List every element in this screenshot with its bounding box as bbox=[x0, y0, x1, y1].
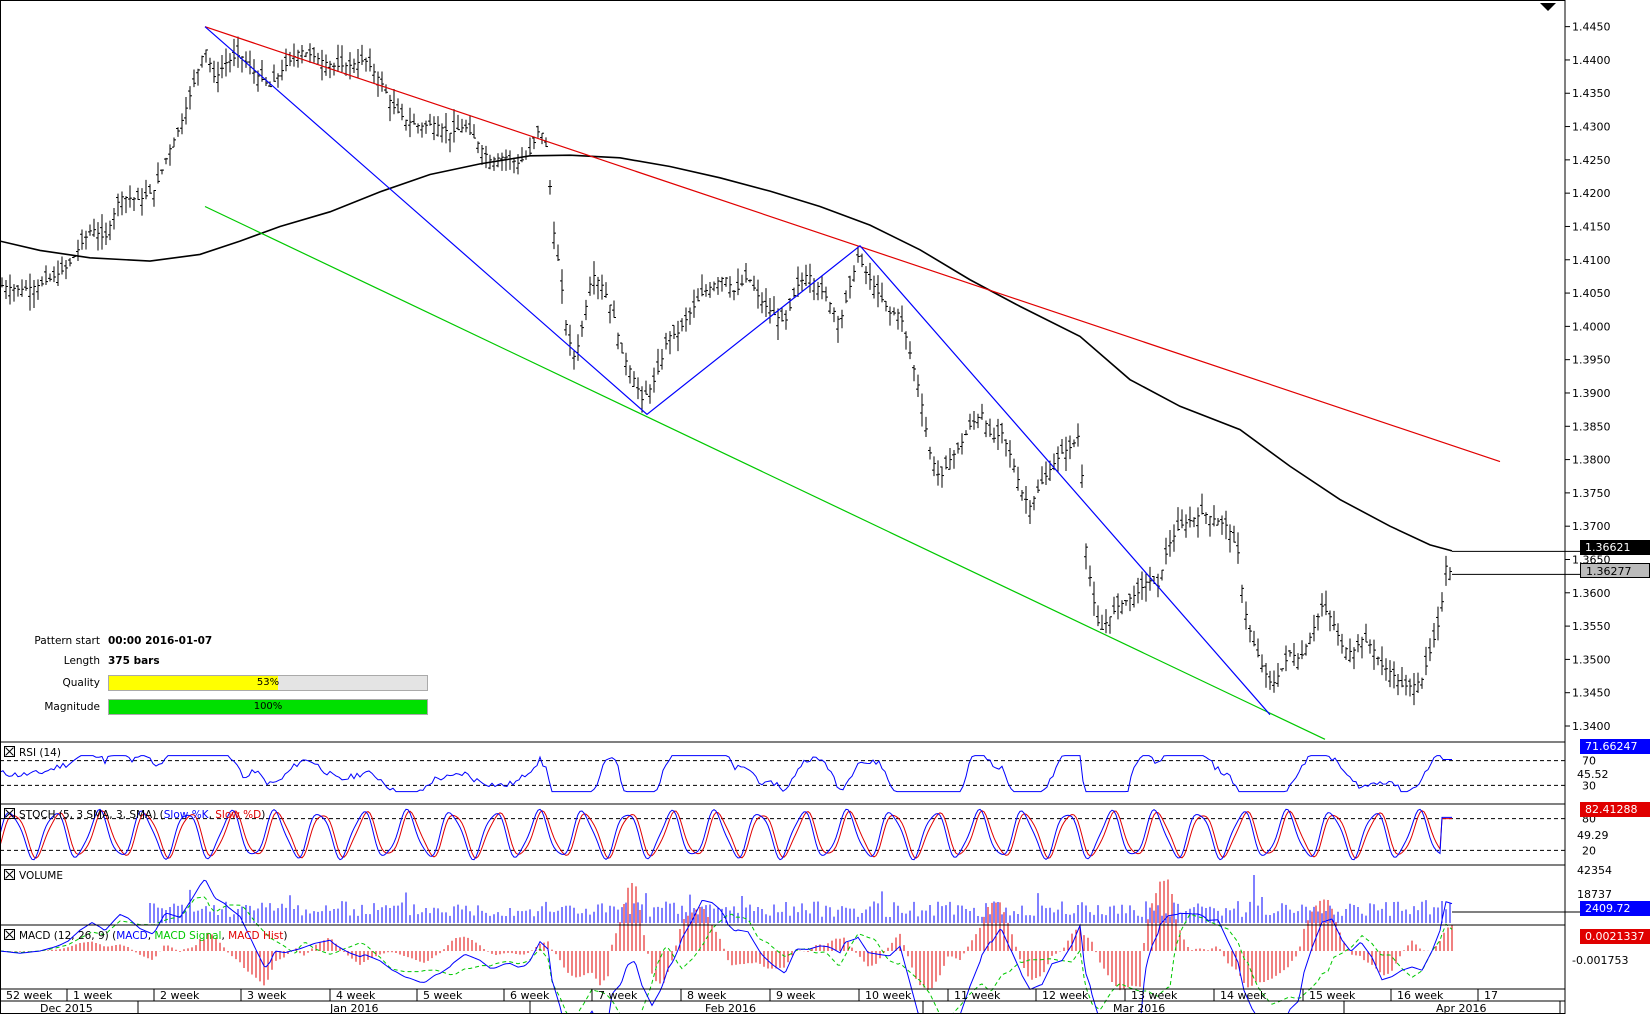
magnitude-label: Magnitude bbox=[44, 701, 100, 713]
quality-label: Quality bbox=[62, 677, 100, 689]
month-label: Apr 2016 bbox=[1436, 1002, 1487, 1014]
trend-line bbox=[204, 205, 1326, 740]
stoch-level-label: 20 bbox=[1582, 844, 1596, 857]
rsi-value-tag: 71.66247 bbox=[1580, 739, 1650, 754]
week-label: 6 week bbox=[510, 989, 550, 1002]
macd-label: MACD (12, 26, 9) (MACD, MACD Signal, MAC… bbox=[4, 929, 287, 943]
month-label: Dec 2015 bbox=[40, 1002, 93, 1014]
pattern-length-value: 375 bars bbox=[108, 655, 160, 667]
price-tick-label: 1.3800 bbox=[1572, 454, 1611, 467]
volume-tick-label: 18737 bbox=[1577, 888, 1612, 901]
pattern-start-value: 00:00 2016-01-07 bbox=[108, 635, 213, 647]
trend-line bbox=[204, 26, 1501, 463]
pattern-zigzag-line bbox=[204, 26, 1271, 716]
pattern-start-label: Pattern start bbox=[34, 635, 100, 647]
axes: 1.4450 1.4400 1.4350 1.4300 1.4250 1.4200 1.41… bbox=[0, 0, 1611, 1014]
volume-tick-label: 42354 bbox=[1577, 864, 1612, 877]
price-tag-close: 1.36277 bbox=[1580, 563, 1650, 578]
quality-bar-fill bbox=[109, 676, 278, 690]
week-label: 3 week bbox=[247, 989, 287, 1002]
rsi-level-label: 70 bbox=[1582, 755, 1596, 768]
week-label: 15 week bbox=[1309, 989, 1356, 1002]
close-icon[interactable] bbox=[4, 929, 15, 940]
stoch-k-line bbox=[0, 808, 1452, 861]
price-tick-label: 1.3450 bbox=[1572, 687, 1611, 700]
price-tick-label: 1.4250 bbox=[1572, 154, 1611, 167]
pattern-info: Pattern start 00:00 2016-01-07 Length 37… bbox=[0, 632, 440, 732]
price-tick-label: 1.3750 bbox=[1572, 487, 1611, 500]
stoch-label: STOCH (5, 3 SMA, 3, SMA) (Slow %K, Slow … bbox=[4, 808, 265, 822]
price-tick-label: 1.3900 bbox=[1572, 387, 1611, 400]
price-tick-label: 1.3950 bbox=[1572, 354, 1611, 367]
price-tick-label: 1.4200 bbox=[1572, 187, 1611, 200]
chart-frame bbox=[0, 0, 1566, 1014]
volume-value-tag: 2409.72 bbox=[1580, 901, 1650, 916]
magnitude-bar-fill bbox=[109, 700, 427, 714]
quality-bar: 53% bbox=[108, 675, 428, 691]
magnitude-bar: 100% bbox=[108, 699, 428, 715]
week-label: 4 week bbox=[336, 989, 376, 1002]
week-label: 17 bbox=[1484, 989, 1498, 1002]
price-tick-label: 1.4100 bbox=[1572, 254, 1611, 267]
price-tick-label: 1.3600 bbox=[1572, 587, 1611, 600]
magnitude-percent: 100% bbox=[253, 701, 283, 712]
price-tick-label: 1.3550 bbox=[1572, 620, 1611, 633]
week-label: 16 week bbox=[1397, 989, 1444, 1002]
rsi-line bbox=[0, 755, 1452, 793]
macd-signal-line bbox=[0, 896, 1453, 1014]
volume-label: VOLUME bbox=[4, 869, 63, 883]
quality-percent: 53% bbox=[256, 677, 280, 688]
price-tick-label: 1.3400 bbox=[1572, 720, 1611, 733]
chevron-down-icon bbox=[1540, 3, 1556, 11]
stoch-axis-label: 49.29 bbox=[1577, 829, 1609, 842]
price-tick-label: 1.4150 bbox=[1572, 220, 1611, 233]
price-panel bbox=[0, 26, 1580, 740]
stoch-value-tag: 82.41288 bbox=[1580, 802, 1650, 817]
week-label: 13 week bbox=[1131, 989, 1178, 1002]
month-label: Jan 2016 bbox=[329, 1002, 378, 1014]
price-tick-label: 1.3700 bbox=[1572, 520, 1611, 533]
week-label: 5 week bbox=[423, 989, 463, 1002]
price-tick-label: 1.4000 bbox=[1572, 320, 1611, 333]
price-tick-label: 1.4450 bbox=[1572, 21, 1611, 34]
week-label: 1 week bbox=[73, 989, 113, 1002]
price-tick-label: 1.3500 bbox=[1572, 653, 1611, 666]
week-label: 9 week bbox=[776, 989, 816, 1002]
month-label: Feb 2016 bbox=[705, 1002, 756, 1014]
close-icon[interactable] bbox=[4, 746, 15, 757]
week-label: 14 week bbox=[1220, 989, 1267, 1002]
month-label: Mar 2016 bbox=[1113, 1002, 1165, 1014]
macd-tick-label: -0.001753 bbox=[1572, 954, 1628, 967]
stoch-d-line bbox=[0, 810, 1452, 859]
week-label: 12 week bbox=[1042, 989, 1089, 1002]
close-icon[interactable] bbox=[4, 808, 15, 819]
pattern-length-label: Length bbox=[63, 655, 100, 667]
price-tick-label: 1.3850 bbox=[1572, 420, 1611, 433]
price-tag-high: 1.36621 bbox=[1580, 540, 1650, 555]
price-tick-label: 1.4400 bbox=[1572, 54, 1611, 67]
week-label: 7 week bbox=[598, 989, 638, 1002]
macd-value-tag: 0.0021337 bbox=[1580, 929, 1650, 944]
rsi-label: RSI (14) bbox=[4, 746, 61, 760]
week-label: 11 week bbox=[954, 989, 1001, 1002]
rsi-axis-label: 45.52 bbox=[1577, 768, 1609, 781]
week-label: 52 week bbox=[6, 989, 53, 1002]
price-tick-label: 1.4050 bbox=[1572, 287, 1611, 300]
week-label: 10 week bbox=[865, 989, 912, 1002]
price-tick-label: 1.4350 bbox=[1572, 87, 1611, 100]
week-label: 8 week bbox=[687, 989, 727, 1002]
rsi-level-label: 30 bbox=[1582, 779, 1596, 792]
week-label: 2 week bbox=[160, 989, 200, 1002]
close-icon[interactable] bbox=[4, 869, 15, 880]
macd-line bbox=[0, 879, 1453, 1014]
price-tick-label: 1.4300 bbox=[1572, 121, 1611, 134]
moving-average-line bbox=[0, 154, 1453, 552]
